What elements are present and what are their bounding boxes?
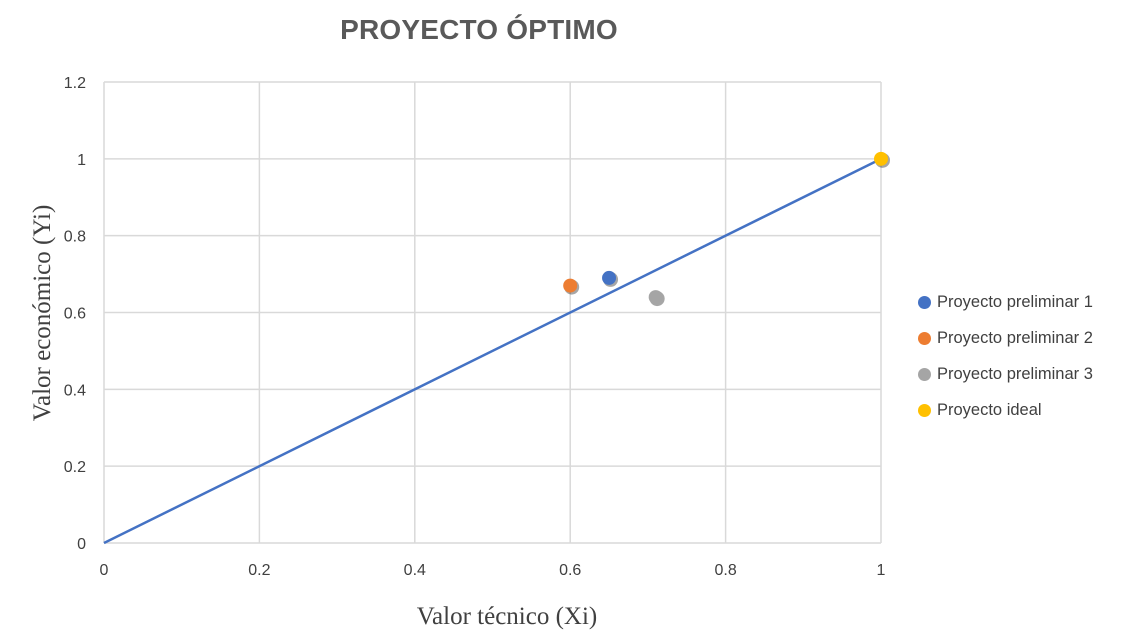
chart-title: PROYECTO ÓPTIMO bbox=[340, 14, 618, 45]
x-tick-label: 1 bbox=[877, 562, 886, 579]
legend-label: Proyecto preliminar 3 bbox=[937, 364, 1093, 383]
y-tick-label: 0.8 bbox=[64, 229, 86, 246]
grid-lines bbox=[103, 81, 882, 544]
legend-marker bbox=[918, 295, 931, 309]
legend-item: Proyecto preliminar 2 bbox=[918, 320, 1118, 356]
y-tick-label: 1 bbox=[77, 152, 86, 169]
reference-line-layer bbox=[103, 157, 882, 545]
x-tick-label: 0 bbox=[100, 562, 109, 579]
legend-label: Proyecto preliminar 2 bbox=[937, 328, 1093, 347]
x-tick-label: 0.4 bbox=[404, 562, 426, 579]
data-point-series-4 bbox=[874, 151, 888, 166]
legend-label: Proyecto preliminar 1 bbox=[937, 292, 1093, 311]
legend: Proyecto preliminar 1 Proyecto preliminar… bbox=[918, 284, 1118, 428]
legend-item: Proyecto ideal bbox=[918, 392, 1118, 428]
data-points bbox=[563, 151, 890, 307]
y-tick-label: 0.4 bbox=[64, 382, 86, 399]
reference-line bbox=[103, 157, 882, 545]
legend-marker bbox=[918, 331, 931, 345]
legend-item: Proyecto preliminar 1 bbox=[918, 284, 1118, 320]
x-tick-label: 0.2 bbox=[248, 562, 270, 579]
data-point-series-3 bbox=[648, 290, 663, 305]
x-tick-label: 0.8 bbox=[714, 562, 736, 579]
data-point-series-2 bbox=[563, 278, 578, 293]
data-point-series-1 bbox=[602, 270, 617, 285]
y-axis-title: Valor económico (Yi) bbox=[29, 205, 56, 422]
y-tick-label: 0.6 bbox=[64, 306, 86, 323]
x-axis-title: Valor técnico (Xi) bbox=[417, 603, 597, 630]
y-tick-label: 0 bbox=[77, 536, 86, 553]
tick-labels: 0 0.2 0.4 0.6 0.8 1 1.2 0 0.2 0.4 0.6 0.8 1 bbox=[64, 75, 886, 579]
legend-marker bbox=[918, 367, 931, 381]
legend-label: Proyecto ideal bbox=[937, 400, 1042, 419]
x-tick-label: 0.6 bbox=[559, 562, 581, 579]
legend-marker bbox=[918, 403, 931, 417]
y-tick-label: 0.2 bbox=[64, 459, 86, 476]
legend-item: Proyecto preliminar 3 bbox=[918, 356, 1118, 392]
y-tick-label: 1.2 bbox=[64, 75, 86, 92]
